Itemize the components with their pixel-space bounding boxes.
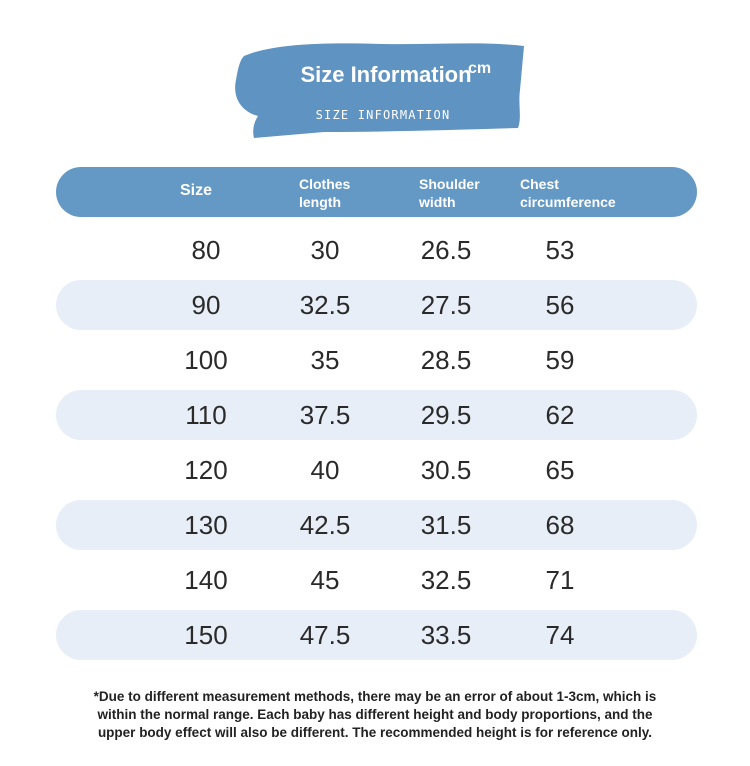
cell-shoulder: 31.5 — [420, 510, 472, 540]
table-row: 110 37.5 29.5 62 — [56, 390, 697, 440]
cell-length: 42.5 — [299, 510, 351, 540]
table-row: 100 35 28.5 59 — [56, 335, 697, 385]
cell-chest: 74 — [545, 620, 575, 650]
cell-size: 110 — [185, 400, 227, 430]
cell-size: 150 — [184, 620, 228, 650]
cell-shoulder: 29.5 — [420, 400, 472, 430]
cell-size: 80 — [191, 235, 221, 265]
cell-chest: 68 — [545, 510, 575, 540]
cell-length: 47.5 — [299, 620, 351, 650]
cell-length: 32.5 — [299, 290, 351, 320]
title-banner: Size Information cm SIZE INFORMATION — [232, 38, 528, 142]
cell-chest: 71 — [545, 565, 575, 595]
cell-shoulder: 30.5 — [420, 455, 472, 485]
table-row: 130 42.5 31.5 68 — [56, 500, 697, 550]
cell-length: 40 — [310, 455, 340, 485]
cell-shoulder: 27.5 — [420, 290, 472, 320]
disclaimer-note: *Due to different measurement methods, t… — [93, 689, 657, 740]
cell-length: 30 — [310, 235, 340, 265]
banner-shape — [235, 43, 524, 139]
cell-shoulder: 26.5 — [420, 235, 472, 265]
table-row: 80 30 26.5 53 — [56, 225, 697, 275]
cell-length: 37.5 — [299, 400, 351, 430]
table-row: 120 40 30.5 65 — [56, 445, 697, 495]
cell-chest: 65 — [545, 455, 575, 485]
unit-label: cm — [468, 60, 492, 77]
cell-shoulder: 32.5 — [420, 565, 472, 595]
table-header: Size Clothes length Shoulder width Chest… — [56, 167, 697, 217]
cell-length: 45 — [310, 565, 340, 595]
cell-chest: 56 — [545, 290, 575, 320]
cell-size: 140 — [184, 565, 228, 595]
cell-size: 100 — [184, 345, 228, 375]
cell-shoulder: 33.5 — [420, 620, 472, 650]
table-row: 150 47.5 33.5 74 — [56, 610, 697, 660]
cell-size: 130 — [184, 510, 228, 540]
cell-chest: 59 — [545, 345, 575, 375]
header-chest-circumference: Chest circumference — [520, 176, 616, 210]
cell-size: 90 — [191, 290, 221, 320]
cell-shoulder: 28.5 — [420, 345, 472, 375]
table-row: 140 45 32.5 71 — [56, 555, 697, 605]
page-title: Size Information — [300, 62, 472, 87]
header-shoulder-width: Shoulder width — [419, 176, 480, 210]
cell-size: 120 — [184, 455, 228, 485]
header-size: Size — [180, 182, 213, 199]
page-subtitle: SIZE INFORMATION — [315, 108, 451, 122]
cell-length: 35 — [310, 345, 340, 375]
cell-chest: 53 — [545, 235, 575, 265]
header-clothes-length: Clothes length — [299, 176, 351, 210]
cell-chest: 62 — [545, 400, 575, 430]
table-row: 90 32.5 27.5 56 — [56, 280, 697, 330]
